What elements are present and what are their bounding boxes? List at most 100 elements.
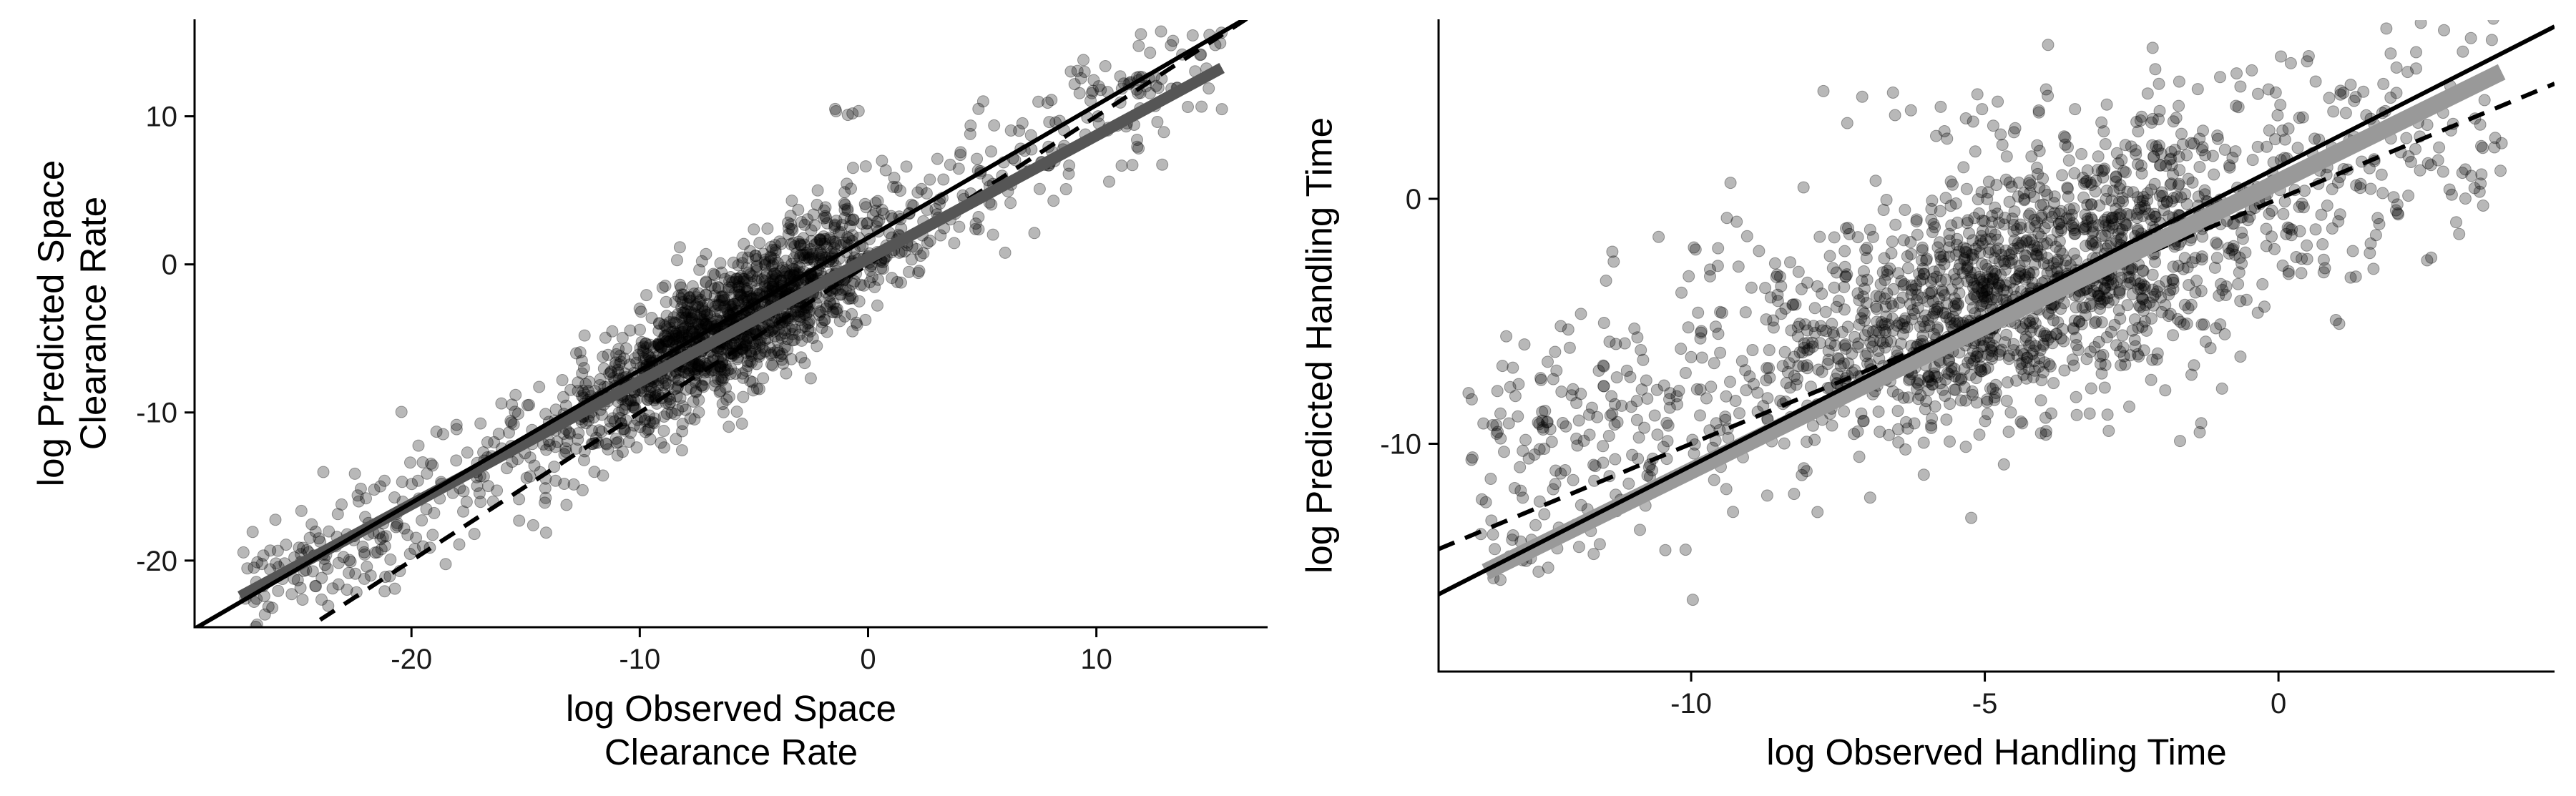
- data-point: [827, 235, 840, 248]
- data-point: [634, 323, 646, 336]
- data-point: [846, 308, 858, 320]
- data-point: [690, 298, 703, 311]
- data-point: [804, 372, 817, 385]
- data-point: [1966, 358, 1979, 370]
- data-point: [1587, 548, 1600, 561]
- data-point: [912, 267, 925, 280]
- data-point: [2175, 127, 2188, 140]
- data-point: [714, 257, 727, 270]
- data-point: [1994, 128, 2007, 141]
- data-point: [818, 314, 831, 327]
- data-point: [718, 272, 731, 285]
- data-point: [1545, 436, 1558, 448]
- data-point: [2046, 210, 2058, 223]
- data-point: [738, 281, 751, 294]
- y-tick-label: 0: [162, 250, 177, 281]
- data-point: [1802, 336, 1814, 349]
- data-point: [2067, 359, 2080, 372]
- data-point: [1961, 262, 1974, 275]
- data-point: [2145, 183, 2158, 196]
- data-point: [1975, 186, 1988, 199]
- data-point: [1631, 331, 1644, 344]
- data-point: [1848, 330, 1861, 343]
- data-point: [873, 214, 886, 227]
- data-point: [929, 202, 942, 215]
- data-point: [2068, 314, 2081, 327]
- data-point: [627, 394, 640, 407]
- data-point: [2241, 214, 2254, 227]
- data-point: [2008, 205, 2021, 218]
- data-point: [687, 308, 700, 321]
- data-point: [1508, 482, 1521, 494]
- data-point: [698, 313, 711, 326]
- data-point: [1945, 365, 1958, 378]
- data-point: [586, 424, 599, 437]
- data-point: [740, 364, 753, 377]
- data-point: [2000, 328, 2013, 341]
- data-point: [2138, 315, 2151, 328]
- data-point: [539, 482, 552, 495]
- data-point: [1827, 326, 1839, 339]
- data-point: [2478, 94, 2491, 107]
- data-point: [1949, 303, 1962, 316]
- data-point: [788, 252, 800, 265]
- data-point: [2172, 260, 2185, 272]
- data-point: [1759, 282, 1772, 295]
- data-point: [2020, 372, 2033, 385]
- data-point: [701, 309, 713, 322]
- data-point: [682, 291, 695, 304]
- data-point: [1830, 300, 1843, 313]
- data-point: [2230, 67, 2243, 80]
- data-point: [2049, 240, 2062, 253]
- data-point: [2401, 66, 2414, 79]
- data-point: [803, 313, 816, 326]
- data-point: [1916, 329, 1929, 342]
- data-point: [2229, 145, 2242, 158]
- data-point: [2063, 203, 2076, 216]
- data-point: [2023, 267, 2036, 280]
- data-point: [768, 325, 780, 338]
- data-point: [2058, 364, 2071, 377]
- data-point: [1986, 265, 1999, 277]
- data-point: [2235, 226, 2248, 239]
- data-point: [788, 240, 801, 252]
- data-point: [690, 385, 702, 398]
- data-point: [2141, 87, 2154, 100]
- data-point: [619, 414, 632, 427]
- data-point: [2055, 332, 2067, 345]
- data-point: [728, 298, 741, 310]
- data-point: [2004, 257, 2017, 270]
- data-point: [1784, 381, 1797, 394]
- data-point: [1748, 378, 1760, 390]
- data-point: [2425, 251, 2438, 264]
- data-point: [1549, 464, 1562, 477]
- data-point: [1637, 353, 1650, 366]
- data-point: [2098, 162, 2111, 175]
- data-point: [1533, 495, 1546, 508]
- data-point: [2093, 199, 2106, 212]
- data-point: [1960, 182, 1973, 195]
- data-point: [2000, 150, 2013, 163]
- data-point: [2350, 179, 2363, 192]
- data-point: [1988, 265, 2001, 277]
- data-point: [801, 330, 814, 343]
- data-point: [765, 260, 778, 272]
- data-point: [1877, 204, 1890, 216]
- data-point: [649, 386, 662, 398]
- data-point: [2017, 187, 2030, 200]
- data-point: [2149, 255, 2162, 268]
- data-point: [641, 348, 654, 360]
- data-point: [1931, 370, 1944, 383]
- data-point: [1989, 331, 2002, 344]
- data-point: [539, 496, 552, 509]
- data-point: [1982, 246, 1995, 259]
- data-point: [611, 449, 624, 462]
- data-point: [659, 280, 672, 293]
- data-point: [820, 303, 833, 315]
- data-point: [2286, 223, 2298, 236]
- data-point: [1876, 266, 1889, 279]
- data-point: [1512, 410, 1524, 423]
- data-point: [1978, 285, 1991, 298]
- data-point: [648, 412, 661, 425]
- data-point: [1914, 320, 1926, 333]
